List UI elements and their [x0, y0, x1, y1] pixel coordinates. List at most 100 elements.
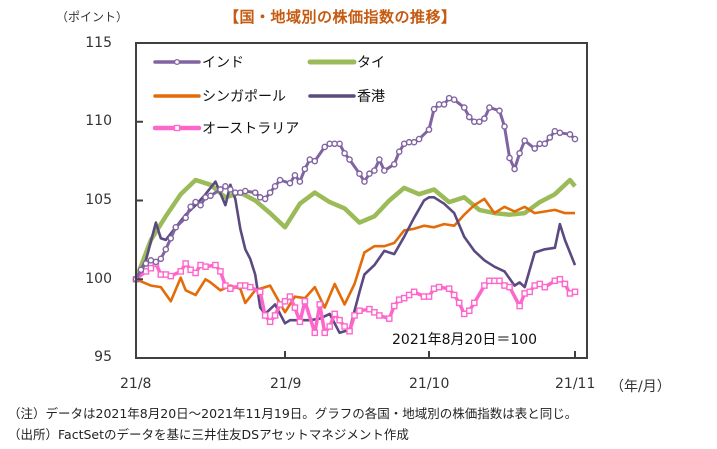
footnote-source: （出所）FactSetのデータを基に三井住友DSアセットマネジメント作成: [8, 427, 409, 442]
data-point-australia: [541, 283, 549, 291]
data-point-india: [321, 143, 329, 151]
data-point-australia: [296, 318, 304, 326]
data-point-australia: [261, 312, 269, 319]
data-point-india: [425, 126, 433, 133]
data-point-australia: [301, 298, 309, 305]
series-singapore: [135, 197, 575, 314]
data-point-australia: [286, 293, 294, 300]
data-point-india: [521, 137, 528, 144]
data-point-india: [371, 167, 378, 174]
data-point-australia: [212, 261, 219, 269]
data-point-australia: [336, 316, 343, 324]
data-point-india: [430, 105, 438, 113]
data-point-india: [346, 156, 353, 163]
data-point-india: [440, 101, 448, 108]
data-point-australia: [455, 299, 463, 307]
data-point-india: [207, 192, 214, 200]
data-point-india: [556, 129, 564, 137]
data-point-india: [571, 135, 579, 143]
data-point-india: [516, 149, 523, 157]
y-tick-label-110: 110: [85, 113, 112, 129]
data-point-india: [496, 107, 503, 115]
data-point-australia: [471, 299, 478, 307]
chart-title: 【国・地域別の株価指数の推移】: [224, 8, 457, 26]
series-line-singapore: [135, 197, 575, 314]
data-point-australia: [571, 288, 579, 296]
data-point-australia: [351, 312, 358, 319]
data-point-india: [157, 255, 165, 263]
data-point-india: [276, 176, 284, 184]
axis-ticks: [136, 120, 576, 358]
data-point-india: [395, 148, 403, 155]
data-point-india: [486, 104, 493, 111]
data-point-australia: [217, 268, 224, 275]
data-point-india: [465, 113, 473, 121]
data-point-australia: [561, 280, 569, 288]
x-tick-label-21-9: 21/9: [270, 376, 302, 392]
series-hongkong: [134, 180, 577, 335]
data-point-australia: [266, 318, 274, 326]
series-line-hongkong: [134, 180, 577, 335]
data-point-australia: [526, 288, 533, 296]
data-point-australia: [331, 310, 338, 318]
data-point-india: [311, 157, 319, 165]
data-point-india: [546, 134, 554, 141]
data-point-india: [566, 131, 574, 138]
data-point-india: [291, 171, 299, 179]
data-point-india: [341, 149, 348, 157]
data-point-australia: [192, 269, 199, 277]
data-point-australia: [506, 283, 513, 291]
data-point-australia: [516, 302, 523, 310]
base-note-background: [388, 325, 578, 351]
data-point-india: [531, 145, 539, 152]
data-point-india: [137, 266, 145, 274]
data-point-india: [261, 195, 269, 203]
data-point-india: [222, 183, 229, 190]
data-point-australia: [425, 293, 433, 300]
legend-item-hongkong: 香港: [308, 89, 385, 105]
data-point-india: [296, 178, 304, 185]
legend-item-australia: オーストラリア: [152, 121, 299, 137]
data-point-australia: [390, 302, 398, 310]
data-point-india: [187, 203, 194, 211]
data-point-australia: [326, 323, 333, 330]
data-point-india: [415, 135, 423, 143]
data-point-india: [192, 198, 199, 206]
series-india: [132, 94, 579, 283]
data-point-australia: [445, 285, 453, 293]
data-point-india: [381, 167, 388, 174]
data-point-australia: [321, 329, 329, 337]
y-tick-label-95: 95: [94, 349, 112, 365]
data-point-india: [390, 160, 398, 168]
data-point-india: [301, 165, 309, 173]
data-point-australia: [496, 277, 503, 285]
data-point-india: [227, 186, 234, 193]
y-axis-unit-label: （ポイント）: [56, 10, 129, 24]
data-point-india: [501, 123, 508, 130]
data-point-india: [511, 165, 518, 173]
legend-label-australia: オーストラリア: [202, 121, 299, 137]
legend-marker-india: [173, 58, 181, 66]
legend-label-hongkong: 香港: [357, 89, 385, 105]
legend-label-singapore: シンガポール: [202, 89, 286, 105]
data-point-india: [481, 115, 488, 122]
legend-item-thailand: タイ: [307, 55, 385, 71]
data-point-india: [197, 201, 204, 209]
data-point-australia: [346, 327, 353, 335]
x-tick-label-21-8: 21/8: [120, 376, 152, 392]
data-point-india: [541, 140, 549, 148]
data-point-australia: [291, 304, 299, 311]
data-point-australia: [481, 282, 488, 289]
data-point-australia: [465, 307, 473, 315]
data-point-australia: [182, 260, 189, 267]
data-point-india: [172, 223, 180, 231]
data-point-india: [182, 214, 189, 222]
data-point-india: [266, 189, 274, 196]
data-point-india: [376, 156, 383, 163]
data-point-india: [286, 179, 294, 187]
data-point-australia: [311, 329, 319, 337]
data-point-india: [152, 258, 160, 266]
x-axis-unit-label: （年/月）: [610, 379, 671, 395]
